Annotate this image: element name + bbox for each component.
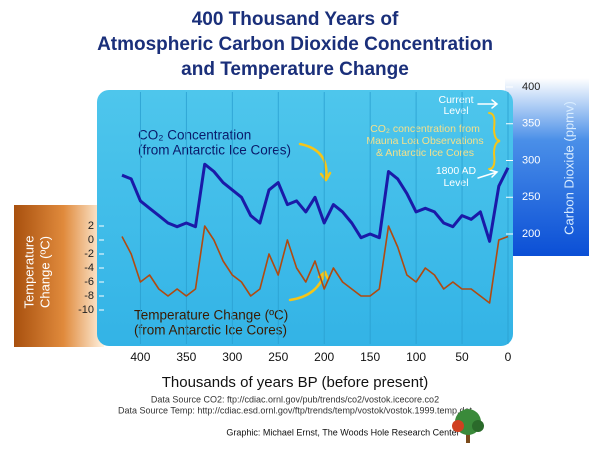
co2-axis-panel: [505, 78, 589, 256]
arrow: [319, 171, 332, 182]
y-tick-label: 2: [88, 220, 94, 232]
annotation: Level: [443, 177, 468, 189]
x-tick-label: 100: [406, 350, 426, 364]
arrow: [477, 169, 499, 179]
y-axis-label: Temperature: [21, 236, 36, 309]
y2-tick-label: 400: [522, 81, 540, 93]
credit: Graphic: Michael Ernst, The Woods Hole R…: [226, 427, 459, 437]
series-line: [121, 225, 509, 304]
x-tick-label: 350: [176, 350, 196, 364]
annotation: 1800 AD: [436, 165, 477, 177]
x-tick-label: 200: [314, 350, 334, 364]
x-axis-label: Thousands of years BP (before present): [162, 374, 429, 391]
title: and Temperature Change: [181, 59, 409, 80]
title: Atmospheric Carbon Dioxide Concentration: [97, 34, 493, 55]
plot-panel: [97, 90, 513, 346]
x-tick-label: 50: [455, 350, 469, 364]
series-line: [121, 162, 510, 243]
annotation: Level: [443, 105, 468, 117]
x-tick-label: 400: [130, 350, 150, 364]
x-tick-label: 150: [360, 350, 380, 364]
arrow: [288, 270, 327, 302]
temp-axis-panel: [14, 205, 104, 347]
y2-axis-label: Carbon Dioxide (ppmv): [561, 101, 576, 235]
logo: [452, 409, 484, 443]
brace: [488, 112, 501, 170]
annotation: Current: [438, 94, 473, 106]
annotation: (from Antarctic Ice Cores): [138, 143, 291, 158]
y2-tick-label: 200: [522, 228, 540, 240]
y-axis-label: Change (ºC): [37, 236, 52, 308]
x-tick-label: 0: [505, 350, 512, 364]
y2-tick-label: 250: [522, 191, 540, 203]
annotation: CO₂ Concentration: [138, 128, 251, 143]
y2-tick-label: 300: [522, 154, 540, 166]
y2-tick-label: 350: [522, 118, 540, 130]
y-tick-label: -4: [84, 262, 94, 274]
arrow: [298, 142, 328, 182]
plot: 400 350 300 250 200 150 100 50 0 2 0 -2 -4 -6 -8 -10 200…: [78, 81, 540, 364]
annotation: Mauna Loa Observations: [366, 135, 483, 147]
source: Data Source CO2: ftp://cdiac.ornl.gov/pu…: [151, 394, 439, 404]
y-tick-label: -2: [84, 248, 94, 260]
arrow: [477, 99, 499, 109]
annotation: & Antarctic Ice Cores: [376, 147, 474, 159]
y-tick-label: -6: [84, 276, 94, 288]
source: Data Source Temp: http://cdiac.esd.ornl.…: [118, 405, 473, 415]
x-tick-label: 250: [268, 350, 288, 364]
annotation: Temperature Change (ºC): [134, 308, 288, 323]
annotation: CO₂ concentration from: [370, 123, 480, 135]
y-tick-label: -8: [84, 290, 94, 302]
y-tick-label: -10: [78, 304, 94, 316]
y-tick-label: 0: [88, 234, 94, 246]
x-tick-label: 300: [222, 350, 242, 364]
title: 400 Thousand Years of: [192, 9, 399, 30]
annotation: (from Antarctic Ice Cores): [134, 323, 287, 338]
